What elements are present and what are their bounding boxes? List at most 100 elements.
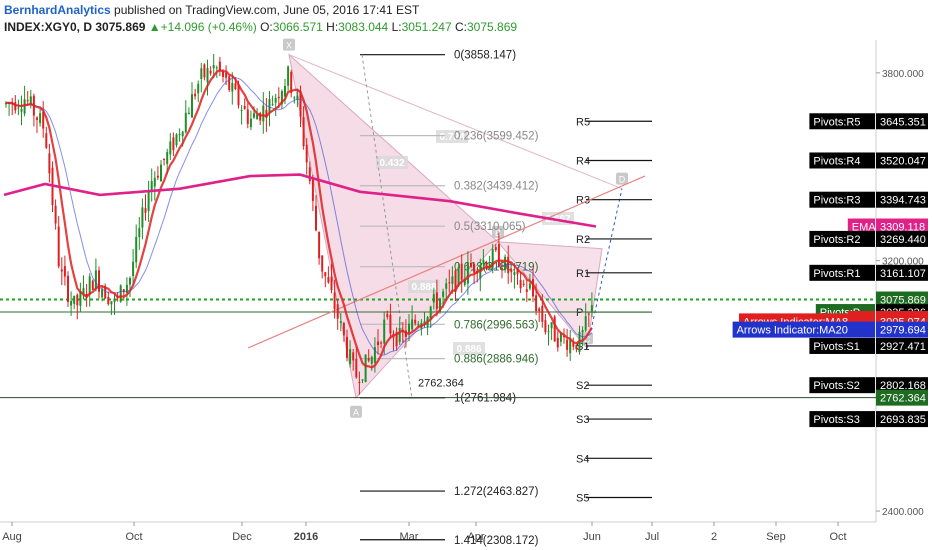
price-tag-name-bg xyxy=(809,411,875,428)
candle-body xyxy=(98,270,100,292)
candle-body xyxy=(308,167,311,182)
pivot-label: R1 xyxy=(576,268,590,280)
low-label-bg xyxy=(415,375,467,390)
candle-body xyxy=(73,295,76,304)
candle-body xyxy=(386,313,389,318)
price-tag-name-bg xyxy=(809,264,875,281)
ratio-label: 0.724 xyxy=(439,132,464,143)
candle-body xyxy=(367,357,370,361)
candle-body xyxy=(550,322,553,329)
candle-body xyxy=(411,319,414,330)
candle-body xyxy=(39,113,42,124)
candle-body xyxy=(553,316,556,342)
candle-body xyxy=(584,316,587,331)
fib-label: 0.236(3599.452) xyxy=(454,131,539,143)
candle-body xyxy=(525,289,528,292)
candle-body xyxy=(153,177,156,187)
x-tick-label: Jun xyxy=(583,531,601,543)
price-tag-value-bg xyxy=(876,411,928,428)
price-tag-value: 3394.743 xyxy=(880,195,926,207)
candle-body xyxy=(398,327,401,343)
candle-body xyxy=(380,342,383,344)
candle-body xyxy=(194,93,197,97)
candle-body xyxy=(383,319,386,344)
ma20-line xyxy=(5,77,593,356)
price-tag-value-bg xyxy=(876,152,928,169)
candle-body xyxy=(45,133,48,148)
price-tag-value: 2979.694 xyxy=(880,325,926,337)
price-tag-value-bg xyxy=(876,191,928,208)
candle-body xyxy=(590,305,593,313)
pattern-point-marker xyxy=(616,172,628,185)
price-tag-name-bg xyxy=(732,321,875,338)
ratio-badge xyxy=(453,342,485,355)
candle-body xyxy=(20,108,23,112)
candle-body xyxy=(544,320,547,333)
low-value: 3051.247 xyxy=(401,20,452,34)
candle-body xyxy=(355,358,358,378)
low-label: 2762.364 xyxy=(418,378,464,390)
candle-body xyxy=(324,272,327,277)
candle-body xyxy=(215,67,218,69)
price-tag-value: 3075.869 xyxy=(880,295,926,307)
candle-body xyxy=(389,314,392,334)
candle-body xyxy=(91,280,94,290)
x-tick-label: Apr xyxy=(467,531,484,543)
ma8-line xyxy=(5,68,593,369)
pattern-point-label: C xyxy=(584,334,591,344)
candle-body xyxy=(243,105,246,110)
price-tag-value-bg xyxy=(876,291,928,308)
candle-body xyxy=(377,341,379,346)
candle-body xyxy=(333,292,336,309)
price-tag-name-bg xyxy=(809,113,875,130)
published-text: published on TradingView.com, June 05, 2… xyxy=(110,3,420,17)
candle-body xyxy=(274,98,277,103)
candle-body xyxy=(448,282,451,284)
candle-body xyxy=(147,191,150,211)
candle-body xyxy=(175,134,178,146)
low-label: L: xyxy=(391,20,402,34)
candle-body xyxy=(513,272,516,275)
candle-body xyxy=(14,102,17,111)
candle-body xyxy=(184,112,187,133)
candle-body xyxy=(358,381,361,383)
candle-body xyxy=(482,259,485,265)
fib-label: 0.5(3310.065) xyxy=(454,221,526,233)
y-tick-label: 2400.000 xyxy=(882,507,924,518)
candle-body xyxy=(206,67,209,82)
up-arrow-icon: ▲ xyxy=(148,20,161,34)
pattern-point-marker xyxy=(581,332,593,345)
candle-body xyxy=(473,264,476,273)
candle-body xyxy=(107,297,110,305)
candle-body xyxy=(119,285,122,302)
candle-body xyxy=(76,294,79,306)
price-tag-value: 3645.351 xyxy=(880,116,926,128)
author-link[interactable]: BernhardAnalytics xyxy=(4,3,111,17)
candle-body xyxy=(42,111,45,129)
candle-body xyxy=(178,134,181,136)
candle-body xyxy=(466,262,469,284)
candle-body xyxy=(169,141,172,155)
candle-body xyxy=(125,284,128,293)
candle-body xyxy=(541,305,544,322)
candle-body xyxy=(290,71,293,93)
price-tag-value: 3309.118 xyxy=(880,222,925,234)
x-tick-label: Mar xyxy=(400,531,419,543)
y-tick-label: 3200.000 xyxy=(882,257,924,268)
candle-body xyxy=(36,117,38,120)
price-tag-name-bg xyxy=(809,152,875,169)
candle-body xyxy=(373,347,376,363)
symbol-label[interactable]: INDEX:XGY0, D xyxy=(4,20,93,34)
pattern-point-marker xyxy=(283,38,295,51)
candle-body xyxy=(414,319,417,324)
candle-body xyxy=(240,109,243,111)
pattern-point-label: D xyxy=(619,175,626,185)
candle-body xyxy=(538,308,541,312)
candle-body xyxy=(442,291,445,297)
x-tick-label: Dec xyxy=(232,531,252,543)
candle-body xyxy=(23,99,26,114)
candle-body xyxy=(408,323,410,333)
price-tag-name: Pivots:R1 xyxy=(813,268,860,280)
candle-body xyxy=(163,158,166,161)
